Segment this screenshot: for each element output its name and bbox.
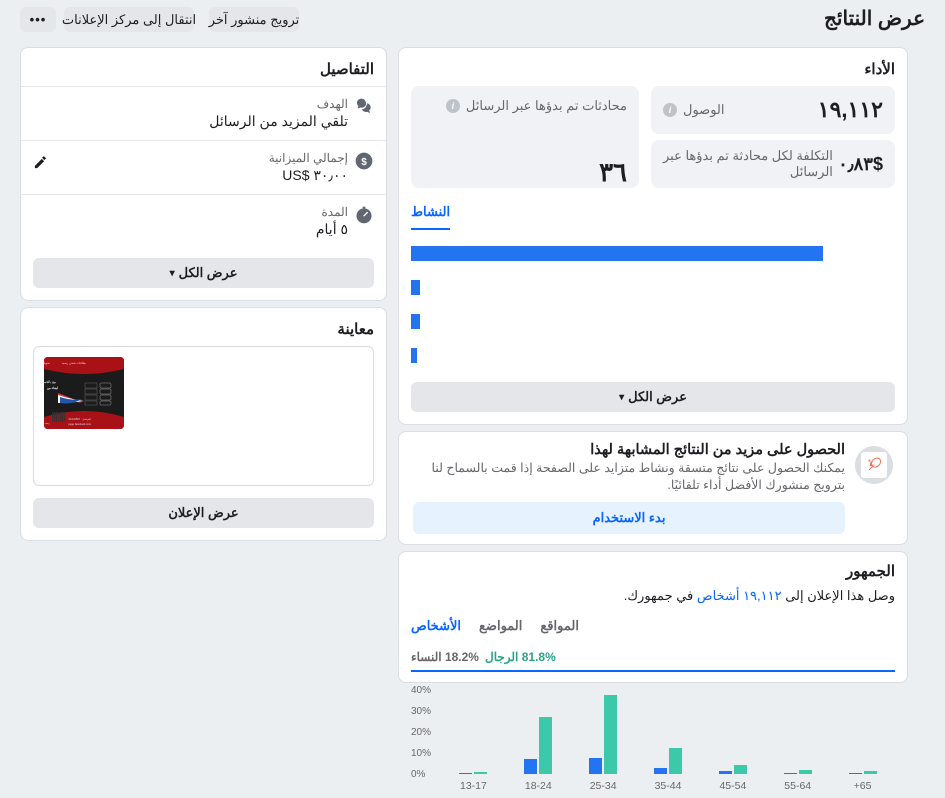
svg-text:$: $ bbox=[361, 157, 367, 168]
svg-text:بيع بالجملة: بيع بالجملة bbox=[44, 380, 56, 384]
svg-text:ابتداء من: ابتداء من bbox=[47, 386, 58, 390]
svg-text:رصيد فوري: رصيد فوري bbox=[44, 421, 51, 425]
svg-text:للتواصل : 01234567: للتواصل : 01234567 bbox=[69, 417, 92, 421]
svg-text:بطاقات شحن رصيد: بطاقات شحن رصيد bbox=[62, 361, 86, 365]
svg-text:page.facebook.com: page.facebook.com bbox=[68, 422, 91, 426]
svg-text:تحويل رصيد: تحويل رصيد bbox=[44, 361, 50, 365]
